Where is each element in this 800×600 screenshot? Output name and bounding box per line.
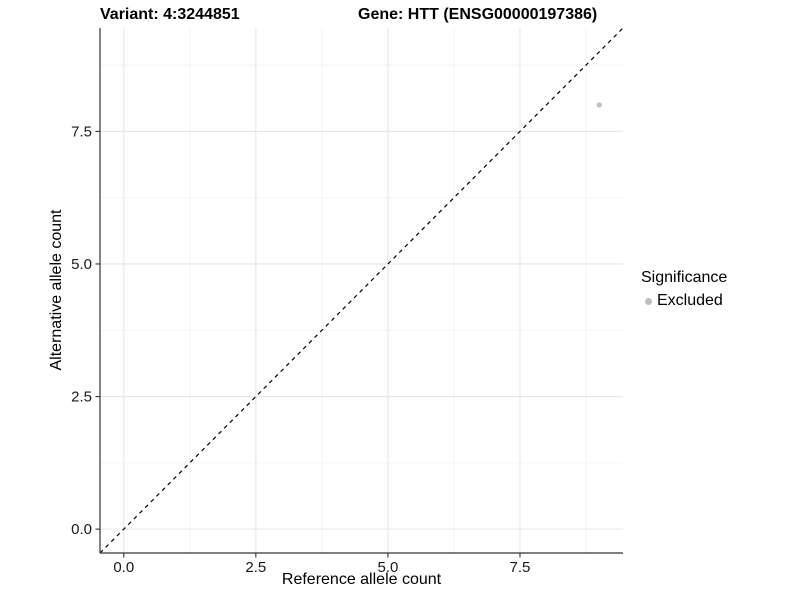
- y-axis-title: Alternative allele count: [48, 209, 65, 371]
- x-tick-label: 0.0: [113, 559, 134, 576]
- y-tick-label: 0.0: [71, 521, 92, 538]
- y-tick-label: 7.5: [71, 123, 92, 140]
- legend-item-excluded: Excluded: [641, 292, 727, 310]
- x-tick-label: 5.0: [377, 559, 398, 576]
- legend-title: Significance: [641, 269, 728, 286]
- legend: Significance Excluded: [641, 269, 727, 310]
- gene-title: Gene: HTT (ENSG00000197386): [358, 6, 598, 23]
- data-point: [596, 102, 602, 108]
- legend-point-icon: [645, 297, 652, 305]
- variant-title: Variant: 4:3244851: [100, 6, 240, 23]
- x-tick-label: 2.5: [245, 559, 266, 576]
- x-axis-title: Reference allele count: [281, 571, 442, 588]
- y-tick-label: 5.0: [71, 256, 92, 273]
- x-tick-label: 7.5: [510, 559, 531, 576]
- legend-item-label: Excluded: [657, 292, 723, 309]
- y-tick-label: 2.5: [71, 389, 92, 406]
- identity-dashed-line: [99, 27, 624, 554]
